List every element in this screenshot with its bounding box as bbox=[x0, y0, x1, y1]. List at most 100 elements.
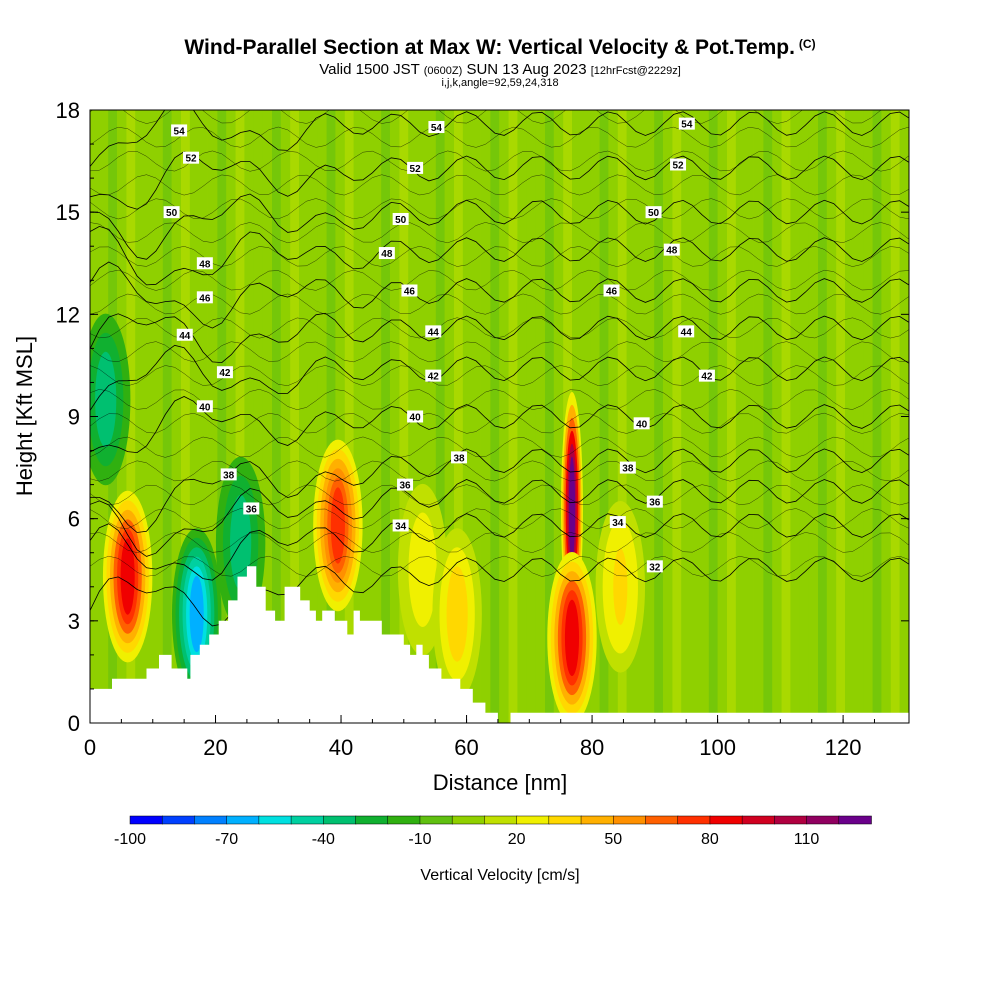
y-tick-label: 15 bbox=[56, 200, 80, 225]
velocity-band bbox=[836, 110, 845, 723]
colorbar-swatch bbox=[451, 815, 486, 825]
velocity-band bbox=[526, 110, 536, 723]
colorbar-swatch bbox=[548, 815, 582, 825]
velocity-band bbox=[599, 110, 609, 723]
svg-text:44: 44 bbox=[681, 327, 693, 338]
svg-text:48: 48 bbox=[199, 259, 211, 270]
velocity-band bbox=[381, 110, 390, 723]
velocity-band bbox=[162, 110, 172, 723]
colorbar-tick-label: -100 bbox=[114, 831, 146, 848]
theta-label-46: 46 bbox=[401, 284, 418, 297]
theta-label-32: 32 bbox=[646, 560, 663, 573]
velocity-band bbox=[636, 110, 645, 723]
svg-text:48: 48 bbox=[381, 249, 393, 260]
colorbar-swatch bbox=[419, 815, 453, 825]
colorbar-tick-label: 20 bbox=[508, 831, 526, 848]
theta-contour-54 bbox=[90, 110, 909, 167]
theta-label-42: 42 bbox=[698, 369, 715, 383]
svg-text:46: 46 bbox=[606, 286, 618, 297]
colorbar-swatch bbox=[258, 815, 292, 825]
theta-contour-minor bbox=[90, 245, 909, 267]
theta-contour-minor bbox=[90, 389, 909, 410]
velocity-cell-downdraft bbox=[90, 313, 131, 486]
velocity-band bbox=[472, 110, 481, 723]
colorbar-tick-label: -10 bbox=[408, 831, 431, 848]
velocity-band bbox=[308, 110, 318, 723]
y-axis-label: Height [Kft MSL] bbox=[12, 336, 37, 496]
colorbar-swatch bbox=[613, 815, 647, 825]
theta-label-52: 52 bbox=[670, 158, 687, 171]
svg-text:42: 42 bbox=[219, 368, 231, 379]
velocity-band bbox=[727, 110, 736, 723]
svg-text:52: 52 bbox=[672, 160, 684, 171]
velocity-band bbox=[217, 110, 227, 723]
plot-area: 54 54 54 52 52 52 50 50 50 48 48 48 46 46 46 44 44 44 42 42… bbox=[90, 110, 909, 723]
theta-label-50: 50 bbox=[163, 206, 180, 219]
theta-contour-52 bbox=[90, 151, 909, 210]
theta-label-38: 38 bbox=[220, 468, 237, 481]
colorbar-swatch bbox=[677, 815, 711, 825]
colorbar-swatch bbox=[774, 815, 808, 825]
velocity-cell-updraft bbox=[547, 552, 597, 723]
svg-text:54: 54 bbox=[174, 126, 186, 137]
theta-contour-40 bbox=[90, 396, 909, 454]
velocity-band bbox=[181, 110, 190, 723]
velocity-contour-fill bbox=[564, 599, 580, 677]
velocity-band bbox=[399, 110, 409, 723]
velocity-band bbox=[126, 110, 136, 723]
y-tick-label: 6 bbox=[68, 507, 80, 532]
velocity-band bbox=[253, 110, 263, 723]
theta-contour-34 bbox=[90, 513, 909, 581]
svg-text:50: 50 bbox=[395, 215, 407, 226]
velocity-band bbox=[763, 110, 773, 723]
theta-label-34: 34 bbox=[392, 519, 409, 532]
velocity-band bbox=[326, 110, 336, 723]
velocity-band bbox=[690, 110, 700, 723]
velocity-band bbox=[454, 110, 463, 723]
svg-text:42: 42 bbox=[428, 372, 440, 383]
svg-text:48: 48 bbox=[666, 246, 678, 257]
colorbar-swatch bbox=[290, 815, 325, 825]
theta-label-54: 54 bbox=[678, 117, 695, 131]
velocity-band bbox=[581, 110, 591, 723]
theta-contour-42 bbox=[90, 344, 909, 411]
theta-label-40: 40 bbox=[633, 417, 650, 430]
velocity-contour-fill bbox=[450, 575, 465, 653]
svg-text:50: 50 bbox=[166, 208, 178, 219]
colorbar-swatch bbox=[645, 815, 679, 825]
valid-date: SUN 13 Aug 2023 bbox=[466, 61, 587, 78]
velocity-band bbox=[290, 110, 299, 723]
velocity-band bbox=[272, 110, 281, 723]
theta-label-48: 48 bbox=[378, 247, 395, 260]
theta-label-42: 42 bbox=[216, 366, 233, 379]
velocity-band bbox=[854, 110, 864, 723]
theta-contour-minor bbox=[90, 126, 909, 148]
velocity-cell-updraft bbox=[595, 500, 646, 673]
theta-label-46: 46 bbox=[603, 284, 620, 297]
theta-contour-minor bbox=[90, 174, 909, 196]
theta-contour-minor bbox=[90, 269, 909, 291]
velocity-band bbox=[490, 110, 500, 723]
theta-label-52: 52 bbox=[183, 151, 200, 165]
colorbar-tick-label: 110 bbox=[794, 831, 820, 848]
velocity-contour-fill bbox=[98, 361, 113, 438]
theta-contour-minor bbox=[90, 222, 909, 244]
svg-text:42: 42 bbox=[701, 372, 713, 383]
theta-contour-minor bbox=[90, 532, 909, 553]
colorbar-tick-label: 50 bbox=[604, 831, 622, 848]
theta-contour-48 bbox=[90, 225, 909, 286]
y-tick-label: 18 bbox=[56, 98, 80, 123]
theta-label-40: 40 bbox=[196, 400, 213, 413]
colorbar-swatch bbox=[838, 815, 872, 825]
x-tick-label: 0 bbox=[84, 735, 96, 760]
theta-label-44: 44 bbox=[176, 328, 193, 342]
colorbar-swatch bbox=[516, 815, 550, 825]
svg-text:38: 38 bbox=[622, 464, 634, 475]
theta-label-50: 50 bbox=[645, 206, 662, 219]
svg-text:46: 46 bbox=[404, 286, 416, 297]
velocity-band bbox=[435, 110, 445, 723]
svg-text:36: 36 bbox=[649, 498, 661, 509]
theta-label-34: 34 bbox=[609, 516, 626, 529]
colorbar: -100 -70 -40 -10 20 50 80 110 bbox=[114, 815, 872, 848]
theta-contour-minor bbox=[90, 198, 909, 220]
